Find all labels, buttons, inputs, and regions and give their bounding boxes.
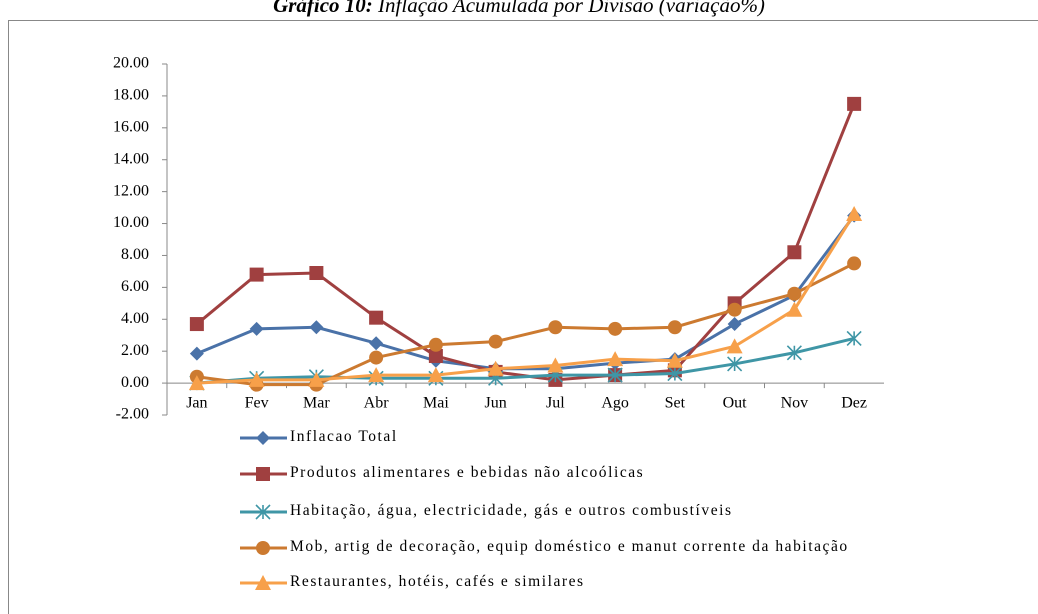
- marker: [249, 267, 264, 282]
- x-tick-label: Dez: [841, 395, 867, 412]
- x-tick-label: Mar: [303, 395, 330, 412]
- x-tick-label: Abr: [364, 395, 390, 412]
- y-tick-label: 14.00: [113, 150, 149, 167]
- x-tick-label: Ago: [601, 395, 629, 412]
- marker: [308, 371, 325, 387]
- x-tick-label: Jun: [485, 395, 507, 412]
- y-tick-label: 20.00: [113, 55, 149, 72]
- x-tick-label: Mai: [423, 395, 449, 412]
- marker: [427, 367, 444, 383]
- y-tick-label: 0.00: [121, 374, 149, 391]
- y-tick-label: 18.00: [113, 87, 149, 104]
- series-line: [196, 262, 855, 387]
- marker: [547, 357, 564, 373]
- legend-label: Mob, artig de decoração, equip doméstico…: [290, 538, 849, 555]
- marker: [666, 352, 683, 368]
- marker: [369, 350, 384, 365]
- marker: [786, 345, 802, 361]
- marker: [256, 431, 270, 445]
- marker: [846, 330, 862, 346]
- marker: [667, 365, 683, 382]
- y-tick-label: 12.00: [113, 182, 149, 199]
- y-tick-label: 16.00: [113, 118, 149, 135]
- marker: [189, 317, 204, 332]
- marker: [787, 245, 802, 260]
- legend-label: Restaurantes, hotéis, cafés e similares: [290, 573, 585, 590]
- marker: [248, 371, 265, 387]
- marker: [188, 375, 205, 391]
- marker: [607, 367, 623, 383]
- marker: [189, 346, 204, 361]
- x-tick-label: Nov: [781, 395, 809, 412]
- x-tick-label: Out: [723, 395, 748, 412]
- marker: [847, 96, 862, 111]
- marker: [309, 266, 324, 281]
- marker: [256, 467, 270, 481]
- marker: [667, 320, 682, 335]
- marker: [428, 337, 443, 352]
- series-line: [196, 214, 856, 371]
- marker: [727, 356, 743, 372]
- y-tick-label: 8.00: [121, 246, 149, 263]
- legend-label: Inflacao Total: [290, 428, 398, 445]
- y-tick-label: 6.00: [121, 278, 149, 295]
- chart-title: Inflação Acumulada por Divisão (variação…: [378, 0, 765, 17]
- series-line: [196, 336, 855, 385]
- marker: [846, 205, 863, 221]
- marker: [368, 367, 385, 383]
- marker: [608, 321, 623, 336]
- marker: [256, 541, 270, 555]
- marker: [786, 301, 803, 317]
- marker: [727, 317, 742, 332]
- marker: [727, 302, 742, 317]
- series-line: [195, 103, 856, 382]
- series-line: [196, 213, 856, 385]
- marker: [487, 360, 504, 376]
- chart-frame: [8, 20, 1038, 614]
- marker: [847, 256, 862, 271]
- marker: [255, 504, 271, 520]
- marker: [428, 348, 443, 363]
- x-tick-label: Set: [665, 395, 686, 412]
- chart-title-block: Gráfico 10: Inflação Acumulada por Divis…: [0, 0, 1038, 18]
- marker: [249, 321, 264, 336]
- x-tick-label: Jul: [546, 395, 565, 412]
- marker: [726, 338, 743, 354]
- marker: [548, 320, 563, 335]
- marker: [607, 351, 624, 367]
- y-tick-label: 10.00: [113, 214, 149, 231]
- x-tick-label: Fev: [245, 395, 269, 412]
- legend-label: Produtos alimentares e bebidas não alcoó…: [290, 464, 645, 481]
- marker: [369, 310, 384, 325]
- marker: [369, 336, 384, 351]
- x-tick-label: Jan: [186, 395, 207, 412]
- marker: [255, 575, 271, 590]
- marker: [309, 320, 324, 335]
- title-label: Gráfico 10:: [273, 0, 373, 17]
- marker: [787, 286, 802, 301]
- legend-label: Habitação, água, electricidade, gás e ou…: [290, 502, 733, 519]
- y-tick-label: -2.00: [116, 406, 149, 423]
- y-tick-label: 2.00: [121, 342, 149, 359]
- y-tick-label: 4.00: [121, 310, 149, 327]
- marker: [488, 334, 503, 349]
